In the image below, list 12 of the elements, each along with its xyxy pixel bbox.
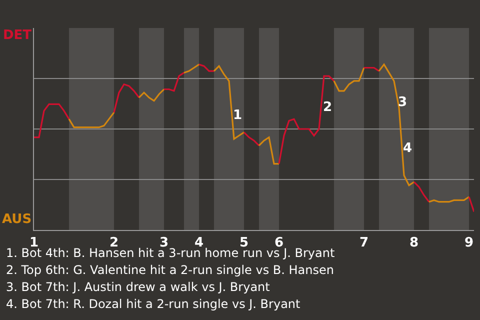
x-tick-label: 8 [409, 236, 419, 251]
text: 3. Bot 7th: J. Austin drew a walk vs J. Bryant [6, 280, 270, 294]
text: 2. Top 6th: G. Valentine hit a 2-run single vs B. Hansen [6, 263, 334, 277]
x-tick-label: 7 [359, 236, 369, 251]
annotation: 3 [398, 95, 408, 110]
x-tick-label: 9 [464, 236, 474, 251]
text: DET [3, 28, 32, 43]
annotation: 4 [403, 141, 412, 156]
annotation: 1 [233, 108, 242, 123]
text: 4. Bot 7th: R. Dozal hit a 2-run single vs J. Bryant [6, 297, 301, 311]
annotation: 2 [323, 100, 332, 115]
text: AUS [2, 212, 32, 227]
